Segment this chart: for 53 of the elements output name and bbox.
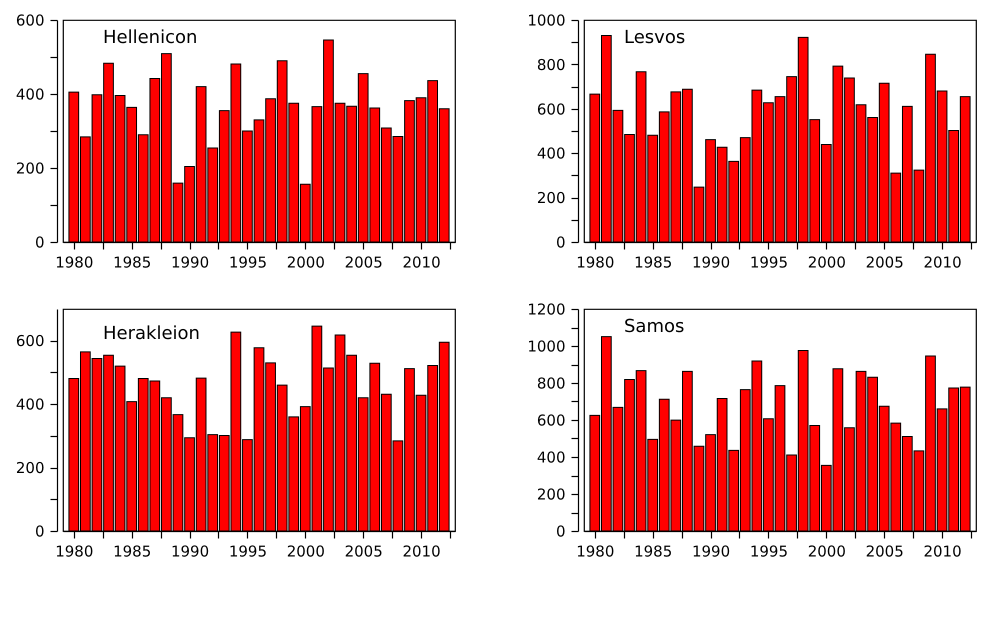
chart-title: Samos <box>624 316 684 337</box>
x-tick-label: 1995 <box>750 542 788 560</box>
x-tick-label: 1990 <box>170 542 210 560</box>
y-tick-label: 0 <box>34 522 44 540</box>
x-tick-label: 2000 <box>808 254 846 272</box>
y-tick-label: 600 <box>16 332 44 350</box>
x-tick-label: 1995 <box>750 254 788 272</box>
y-tick-label: 1000 <box>527 12 566 30</box>
text: Herakleion <box>103 323 200 344</box>
x-tick-label: 1980 <box>55 542 94 560</box>
x-tick-label: 2005 <box>866 254 904 272</box>
x-tick-label: 1990 <box>170 254 210 272</box>
y-tick-label: 400 <box>16 396 44 414</box>
x-tick-label: 2005 <box>866 542 904 560</box>
x-tick-label: 1985 <box>113 542 152 560</box>
x-tick-label: 1990 <box>692 542 730 560</box>
y-tick-label: 200 <box>16 160 44 178</box>
x-tick-label: 1980 <box>55 254 94 272</box>
y-tick-label: 0 <box>556 234 566 252</box>
y-tick-label: 200 <box>536 189 566 208</box>
x-tick-label: 1995 <box>228 542 268 560</box>
x-tick-label: 2005 <box>344 542 383 560</box>
y-tick-label: 600 <box>536 412 566 430</box>
y-tick-label: 0 <box>556 522 566 540</box>
x-tick-label: 1990 <box>692 254 730 272</box>
x-tick-label: 1985 <box>113 254 152 272</box>
y-tick-label: 400 <box>16 86 44 104</box>
x-tick-label: 2010 <box>923 254 962 272</box>
y-tick-label: 200 <box>16 459 44 478</box>
y-tick-label: 800 <box>536 374 566 392</box>
x-tick-label: 2010 <box>402 254 441 272</box>
y-tick-label: 1200 <box>527 300 566 318</box>
y-tick-label: 0 <box>34 234 44 252</box>
chart-title: Hellenicon <box>103 27 198 48</box>
x-tick-label: 1985 <box>634 542 672 560</box>
x-tick-label: 2010 <box>402 542 441 560</box>
y-tick-label: 400 <box>536 448 566 466</box>
y-tick-label: 400 <box>536 144 566 163</box>
x-tick-label: 2005 <box>344 254 383 272</box>
y-tick-label: 600 <box>16 12 44 30</box>
x-tick-label: 2000 <box>286 542 325 560</box>
x-tick-label: 1995 <box>228 254 268 272</box>
x-tick-label: 1980 <box>576 542 614 560</box>
x-tick-label: 2000 <box>808 542 846 560</box>
y-tick-label: 200 <box>536 486 566 504</box>
x-tick-label: 2010 <box>923 542 962 560</box>
x-tick-label: 1980 <box>576 254 614 272</box>
x-tick-label: 1985 <box>634 254 672 272</box>
y-tick-label: 600 <box>536 100 566 118</box>
x-tick-label: 2000 <box>286 254 325 272</box>
y-tick-label: 800 <box>536 56 566 74</box>
chart-title: Lesvos <box>624 27 686 48</box>
y-tick-label: 1000 <box>527 338 566 356</box>
